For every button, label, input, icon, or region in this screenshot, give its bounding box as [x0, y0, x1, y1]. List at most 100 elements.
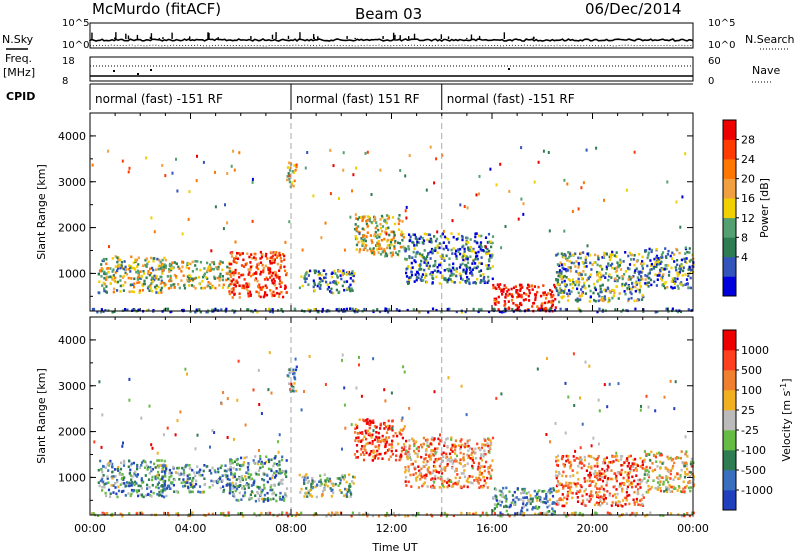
power-cell: [317, 273, 320, 277]
velocity-sparse-cell: [590, 444, 593, 448]
velocity-cell: [451, 485, 455, 488]
power-cell: [264, 264, 267, 268]
power-cell: [112, 274, 115, 277]
power-cell: [577, 262, 580, 265]
power-cell: [524, 298, 527, 301]
velocity-cell: [610, 504, 613, 507]
power-cell: [568, 292, 571, 296]
power-cell: [404, 257, 407, 261]
velocity-cell: [433, 450, 436, 453]
velocity-cell: [150, 495, 153, 498]
power-cell: [527, 283, 530, 287]
velocity-cell: [463, 444, 466, 447]
velocity-cell: [242, 461, 245, 464]
velocity-cell: [186, 481, 189, 484]
power-cell: [656, 310, 659, 314]
power-cell: [659, 256, 663, 259]
velocity-cell: [123, 461, 126, 465]
velocity-cell: [307, 490, 310, 493]
velocity-cell: [426, 438, 429, 441]
velocity-cell: [116, 467, 119, 471]
power-cell: [646, 281, 649, 285]
velocity-cell: [492, 509, 495, 513]
velocity-colorbar-segment: [723, 350, 736, 371]
power-cell: [194, 310, 197, 314]
velocity-cell: [359, 431, 362, 435]
power-cell: [177, 265, 180, 269]
velocity-cell: [636, 464, 639, 467]
power-cell: [400, 230, 403, 234]
velocity-cell: [420, 455, 423, 459]
velocity-cell: [689, 462, 692, 466]
power-cell: [455, 270, 458, 273]
power-cell: [572, 281, 575, 284]
power-cell: [372, 219, 376, 222]
velocity-cell: [148, 472, 151, 475]
power-cell: [368, 215, 371, 219]
power-cell: [105, 257, 108, 261]
velocity-sparse-cell: [564, 381, 567, 385]
velocity-cell: [394, 458, 398, 462]
velocity-cell: [546, 505, 549, 509]
power-cell: [571, 278, 574, 281]
power-cell: [401, 238, 404, 242]
velocity-cell: [250, 484, 253, 487]
power-cell: [288, 161, 291, 165]
power-cell: [578, 273, 581, 277]
velocity-cell: [683, 513, 686, 516]
power-cell: [445, 244, 448, 248]
velocity-cell: [122, 478, 125, 481]
velocity-cell: [183, 473, 186, 477]
power-cell: [481, 279, 484, 283]
power-cell: [440, 310, 443, 314]
velocity-cell: [523, 489, 526, 492]
power-cell: [438, 282, 441, 285]
power-cell: [561, 280, 564, 284]
power-cell: [232, 278, 235, 281]
power-cell: [611, 266, 614, 270]
power-cell: [610, 256, 613, 259]
velocity-cell: [281, 455, 284, 459]
velocity-cell: [553, 511, 556, 515]
velocity-cell: [245, 483, 248, 487]
power-cell: [565, 268, 568, 271]
velocity-cell: [539, 511, 542, 515]
power-sparse-cell: [222, 227, 225, 231]
velocity-cell: [647, 484, 650, 488]
velocity-cell: [634, 466, 637, 470]
velocity-cell: [328, 477, 331, 481]
power-cell: [437, 269, 440, 273]
velocity-cell: [401, 436, 404, 440]
velocity-cell: [188, 464, 191, 467]
velocity-sparse-cell: [597, 442, 600, 446]
velocity-cell: [597, 496, 600, 499]
power-cell: [105, 290, 108, 293]
power-cell: [426, 261, 430, 265]
power-cell: [425, 259, 428, 263]
power-cell: [671, 251, 674, 255]
velocity-cell: [669, 469, 673, 472]
velocity-cell: [570, 491, 573, 494]
velocity-cell: [101, 470, 104, 474]
velocity-cell: [603, 475, 606, 479]
power-cell: [598, 294, 601, 298]
velocity-cell: [618, 471, 621, 474]
velocity-cell: [257, 485, 260, 489]
velocity-cell: [625, 491, 628, 494]
power-cell: [487, 232, 491, 236]
power-cell: [275, 287, 278, 290]
velocity-cell: [584, 488, 587, 491]
power-cell: [109, 267, 112, 270]
power-cell: [392, 230, 395, 234]
power-cell: [234, 256, 238, 260]
velocity-cell: [612, 460, 615, 463]
velocity-cell: [603, 469, 606, 473]
power-cell: [434, 249, 437, 252]
power-cell: [216, 267, 219, 271]
velocity-cell: [295, 365, 298, 369]
power-cell: [285, 272, 288, 275]
velocity-sparse-cell: [408, 406, 411, 410]
velocity-cell: [446, 477, 449, 481]
power-cell: [377, 247, 381, 250]
power-cell: [141, 288, 144, 292]
